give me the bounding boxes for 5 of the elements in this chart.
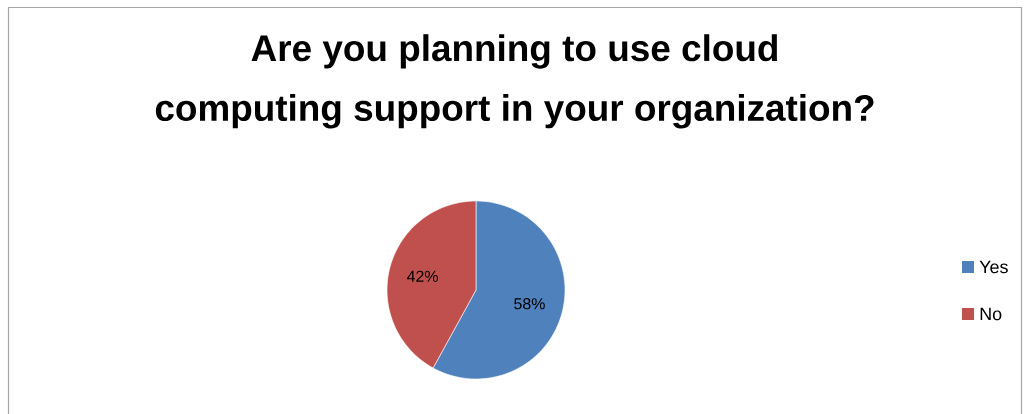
chart-title: Are you planning to use cloud computing support in your organization? xyxy=(155,34,874,129)
legend-label: Yes xyxy=(979,260,1008,274)
data-label: 42% xyxy=(406,270,438,282)
data-label: 58% xyxy=(514,298,545,310)
legend-label: No xyxy=(980,307,1002,321)
